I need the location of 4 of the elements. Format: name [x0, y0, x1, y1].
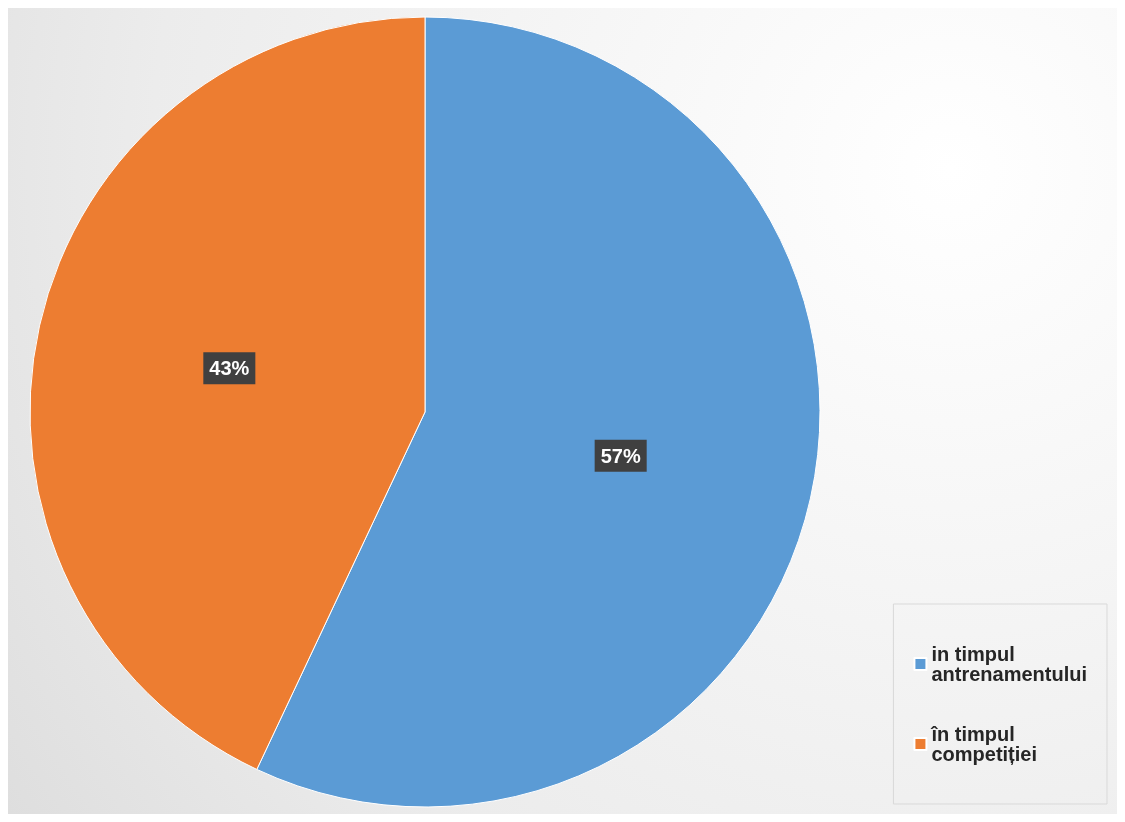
- data-label: 43%: [209, 357, 250, 380]
- legend-label: în timpul competiției: [930, 723, 1037, 765]
- data-label: 57%: [600, 444, 641, 467]
- legend-label: in timpul antrenamentului: [931, 643, 1087, 685]
